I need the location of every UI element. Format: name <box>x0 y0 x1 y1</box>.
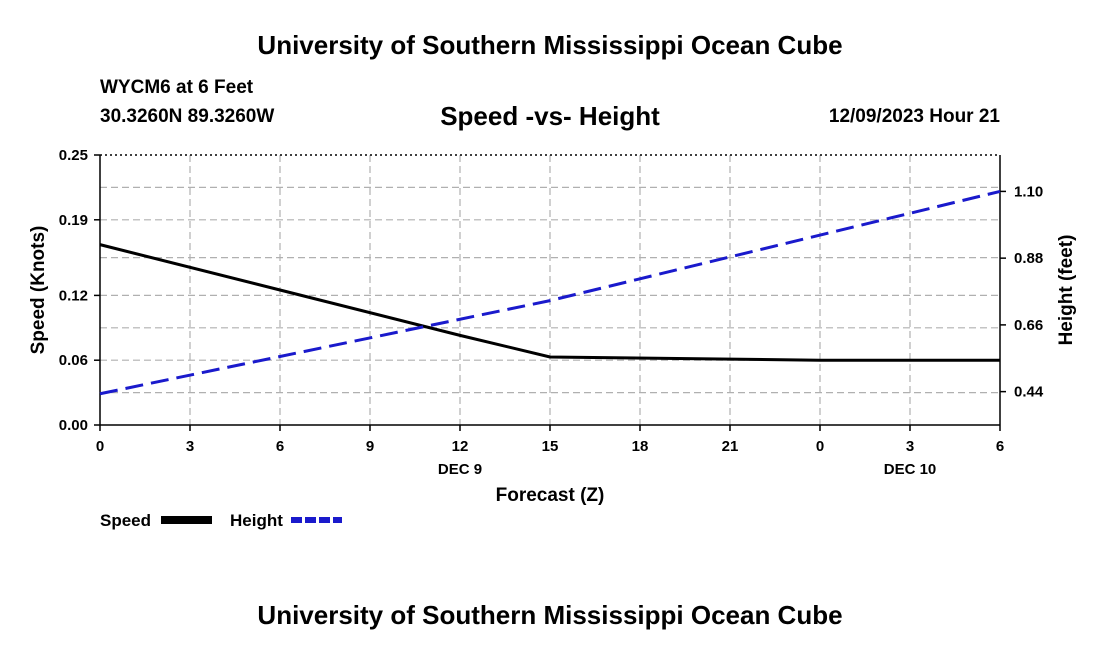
x-tick-label: 3 <box>186 438 194 455</box>
x-tick-label: 18 <box>632 438 649 455</box>
y-tick-label: 0.12 <box>59 287 88 304</box>
x-tick-label: 12 <box>452 438 469 455</box>
datetime-label: 12/09/2023 Hour 21 <box>828 106 1000 127</box>
footer-title: University of Southern Mississippi Ocean… <box>257 600 843 630</box>
station-label: WYCM6 at 6 Feet <box>100 77 254 98</box>
y2-tick-label: 0.88 <box>1014 250 1043 267</box>
x-axis-title: Forecast (Z) <box>496 485 605 506</box>
x-tick-label: 6 <box>996 438 1004 455</box>
x-tick-label: 6 <box>276 438 284 455</box>
y-axis-title: Speed (Knots) <box>28 226 49 355</box>
y2-tick-label: 1.10 <box>1014 183 1043 200</box>
x-tick-label: 3 <box>906 438 914 455</box>
page-title: University of Southern Mississippi Ocean… <box>257 30 843 60</box>
y-tick-label: 0.00 <box>59 417 88 434</box>
series-line-height <box>99 189 1001 396</box>
y-tick-label: 0.06 <box>59 352 88 369</box>
chart-title: Speed -vs- Height <box>440 101 660 131</box>
y2-tick-label: 0.44 <box>1014 384 1044 401</box>
x-tick-label: 9 <box>366 438 374 455</box>
legend-label-speed: Speed <box>100 511 151 530</box>
legend-label-height: Height <box>230 511 283 530</box>
y-tick-label: 0.25 <box>59 147 88 164</box>
y-tick-label: 0.19 <box>59 212 88 229</box>
x-tick-label: 0 <box>96 438 104 455</box>
series-line-speed <box>99 243 1000 362</box>
y2-tick-label: 0.66 <box>1014 317 1043 334</box>
x-tick-label: 15 <box>542 438 559 455</box>
y2-axis-title: Height (feet) <box>1056 235 1077 346</box>
x-date-label: DEC 9 <box>438 461 482 478</box>
x-tick-label: 21 <box>722 438 739 455</box>
x-date-label: DEC 10 <box>884 461 937 478</box>
coordinates-label: 30.3260N 89.3260W <box>100 106 275 127</box>
x-tick-label: 0 <box>816 438 824 455</box>
